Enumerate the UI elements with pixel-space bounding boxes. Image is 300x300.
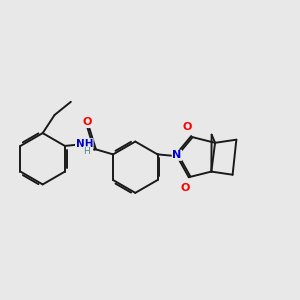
Text: O: O: [180, 182, 190, 193]
Text: NH: NH: [76, 139, 93, 149]
Text: O: O: [182, 122, 192, 132]
Text: N: N: [172, 150, 182, 160]
Text: O: O: [82, 118, 92, 128]
Text: H: H: [83, 147, 90, 156]
